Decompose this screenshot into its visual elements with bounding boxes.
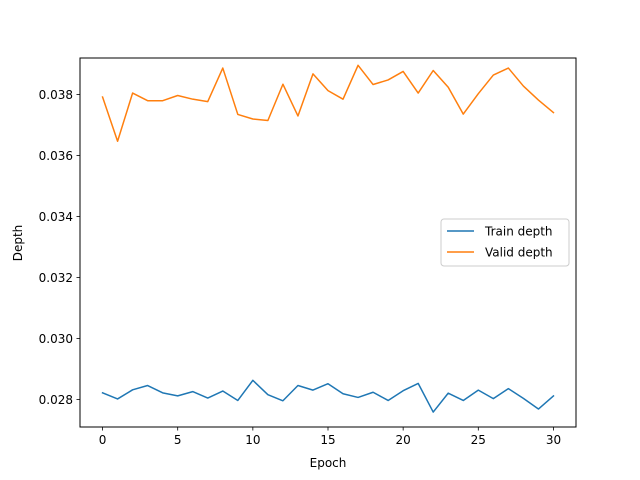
x-tick-label: 0: [99, 433, 107, 447]
x-axis: 0 5 10 15 20 25 30: [99, 427, 561, 447]
y-tick-label: 0.038: [39, 88, 73, 102]
series-line-0: [101, 379, 555, 413]
y-tick-label: 0.028: [39, 393, 73, 407]
y-tick-label: 0.036: [39, 149, 73, 163]
legend: Train depth Valid depth: [440, 218, 570, 267]
series-line-1: [101, 64, 555, 142]
y-tick-label: 0.034: [39, 210, 73, 224]
x-tick-label: 5: [174, 433, 182, 447]
x-tick-label: 30: [546, 433, 561, 447]
x-tick-label: 10: [245, 433, 260, 447]
legend-label-valid: Valid depth: [485, 246, 553, 260]
y-tick-label: 0.030: [39, 332, 73, 346]
x-tick-label: 20: [396, 433, 411, 447]
y-axis: 0.028 0.030 0.032 0.034 0.036 0.038: [39, 88, 80, 407]
x-tick-label: 15: [320, 433, 335, 447]
y-tick-label: 0.032: [39, 271, 73, 285]
legend-label-train: Train depth: [484, 225, 553, 239]
y-axis-label: Depth: [11, 225, 25, 262]
x-tick-label: 25: [471, 433, 486, 447]
plot-lines: [101, 64, 555, 413]
x-axis-label: Epoch: [310, 456, 347, 470]
